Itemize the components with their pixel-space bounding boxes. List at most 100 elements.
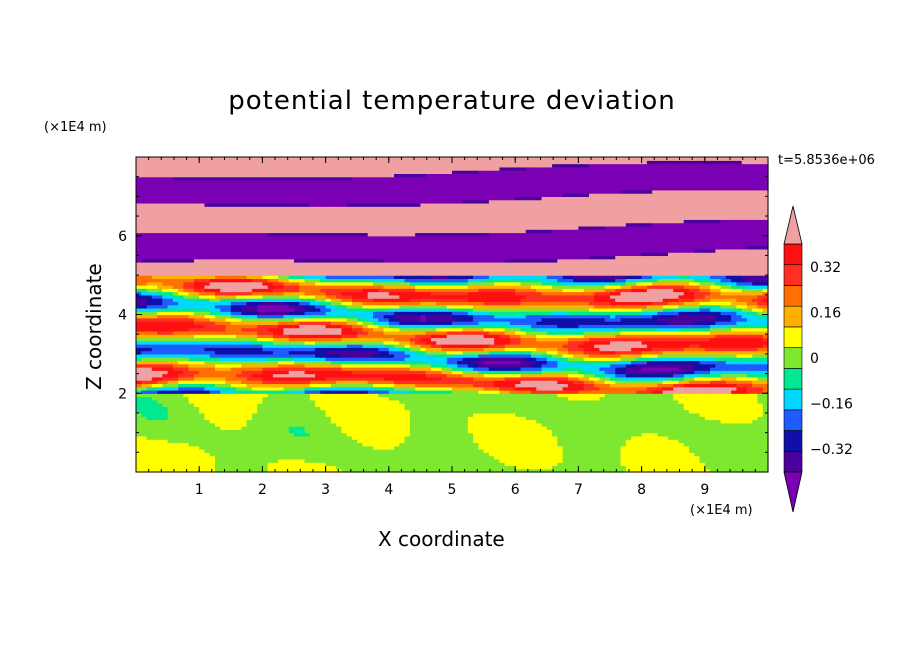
heatmap-cell (599, 399, 606, 404)
heatmap-cell (725, 399, 732, 404)
heatmap-cell (288, 458, 295, 463)
heatmap-cell (236, 396, 242, 401)
heatmap-cell (552, 449, 558, 453)
heatmap-cell (436, 403, 443, 407)
heatmap-cell (667, 455, 674, 460)
heatmap-cell (525, 435, 532, 440)
heatmap-cell (483, 406, 490, 411)
heatmap-cell (483, 370, 490, 375)
heatmap-cell (541, 353, 548, 358)
heatmap-cell (215, 439, 221, 444)
heatmap-cell (736, 458, 743, 463)
heatmap-cell (473, 383, 479, 388)
heatmap-cell (146, 422, 153, 427)
heatmap-cell (689, 403, 695, 407)
heatmap-cell (567, 439, 574, 444)
heatmap-cell (499, 409, 506, 414)
heatmap-cell (752, 419, 759, 424)
heatmap-cell (146, 393, 153, 398)
heatmap-cell (515, 367, 522, 371)
heatmap-cell (699, 445, 706, 450)
heatmap-cell (278, 383, 285, 388)
heatmap-cell (504, 465, 511, 470)
heatmap-cell (699, 373, 706, 378)
heatmap-cell (562, 452, 569, 457)
heatmap-cell (457, 380, 464, 385)
heatmap-cell (488, 409, 495, 414)
heatmap-cell (357, 455, 364, 460)
heatmap-cell (746, 458, 753, 463)
heatmap-cell (452, 360, 458, 365)
heatmap-cell (667, 360, 674, 365)
heatmap-cell (262, 419, 269, 424)
heatmap-cell (520, 367, 527, 371)
heatmap-cell (452, 465, 458, 470)
heatmap-cell (288, 455, 295, 460)
heatmap-cell (183, 403, 190, 407)
heatmap-cell (146, 367, 153, 371)
heatmap-cell (199, 386, 206, 391)
heatmap-cell (415, 399, 421, 404)
heatmap-cell (720, 452, 727, 457)
heatmap-cell (157, 386, 163, 391)
heatmap-cell (604, 422, 611, 427)
heatmap-cell (304, 396, 311, 401)
heatmap-cell (610, 363, 616, 368)
heatmap-cell (625, 357, 632, 362)
heatmap-cell (452, 389, 458, 394)
heatmap-cell (625, 435, 632, 440)
heatmap-cell (320, 452, 327, 457)
heatmap-cell (394, 380, 400, 385)
heatmap-cell (746, 439, 753, 444)
heatmap-cell (325, 363, 332, 368)
heatmap-cell (509, 389, 516, 394)
heatmap-cell (678, 449, 685, 453)
heatmap-cell (220, 389, 227, 394)
heatmap-cell (567, 350, 574, 355)
heatmap-cell (631, 373, 637, 378)
heatmap-cell (578, 462, 585, 467)
heatmap-cell (446, 357, 453, 362)
heatmap-cell (452, 429, 458, 434)
heatmap-cell (552, 376, 558, 381)
heatmap-cell (357, 367, 364, 371)
heatmap-cell (652, 380, 658, 385)
heatmap-cell (341, 350, 348, 355)
heatmap-cell (204, 370, 211, 375)
heatmap-cell (531, 403, 537, 407)
heatmap-cell (446, 350, 453, 355)
heatmap-cell (178, 458, 184, 463)
heatmap-cell (404, 449, 411, 453)
heatmap-cell (552, 360, 558, 365)
heatmap-cell (710, 419, 716, 424)
heatmap-cell (604, 367, 611, 371)
heatmap-cell (752, 412, 759, 417)
heatmap-cell (736, 403, 743, 407)
heatmap-cell (425, 409, 432, 414)
heatmap-cell (167, 409, 174, 414)
heatmap-cell (552, 367, 558, 371)
heatmap-cell (436, 396, 443, 401)
heatmap-cell (588, 416, 595, 421)
heatmap-cell (378, 416, 385, 421)
heatmap-cell (673, 403, 680, 407)
heatmap-cell (462, 393, 469, 398)
heatmap-cell (673, 396, 680, 401)
heatmap-cell (367, 406, 374, 411)
heatmap-cell (162, 389, 169, 394)
heatmap-cell (251, 445, 258, 450)
heatmap-cell (720, 350, 727, 355)
heatmap-cell (330, 439, 337, 444)
heatmap-cell (415, 422, 421, 427)
heatmap-cell (373, 445, 379, 450)
heatmap-cell (483, 380, 490, 385)
heatmap-cell (162, 468, 169, 473)
heatmap-cell (204, 357, 211, 362)
heatmap-cell (351, 360, 358, 365)
heatmap-cell (199, 468, 206, 473)
heatmap-cell (441, 416, 448, 421)
heatmap-cell (193, 465, 200, 470)
heatmap-cell (325, 406, 332, 411)
heatmap-cell (199, 422, 206, 427)
heatmap-cell (288, 357, 295, 362)
